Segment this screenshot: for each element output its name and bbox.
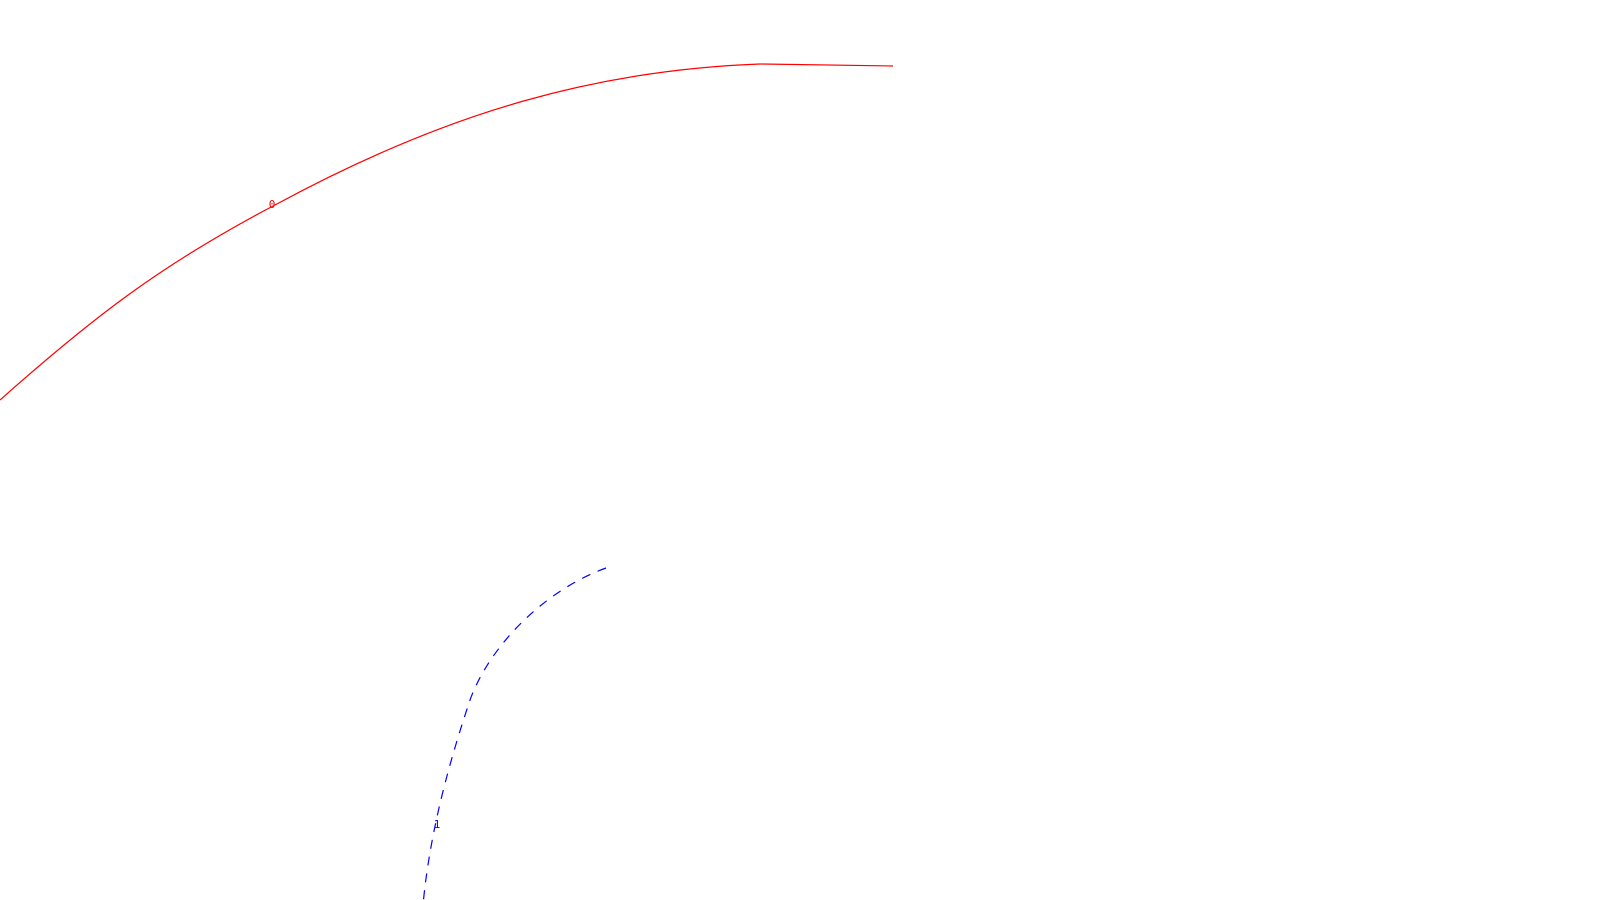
curve-0-label: 0: [269, 198, 276, 211]
curve-0: 0: [0, 63, 894, 401]
curve-1: 1: [422, 567, 607, 900]
curve-1-line: [422, 567, 607, 900]
curve-0-line: [0, 63, 894, 401]
curve-1-label: 1: [434, 818, 441, 831]
